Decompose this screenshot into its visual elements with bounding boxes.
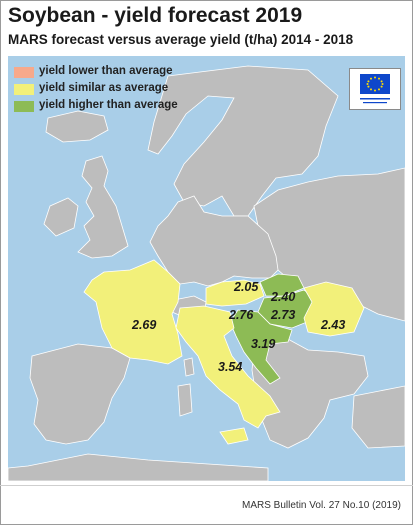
legend-swatch-higher (14, 101, 34, 112)
legend-label-lower: yield lower than average (39, 65, 173, 77)
region-croatia (229, 309, 293, 385)
region-romania (303, 281, 365, 337)
land-north-africa (8, 453, 269, 481)
land-ireland (43, 197, 79, 237)
footer-divider (0, 485, 413, 486)
land-great-britain (77, 155, 129, 259)
region-sicily (219, 427, 249, 445)
value-label-france: 2.69 (131, 318, 156, 332)
value-label-italy: 3.54 (218, 360, 242, 374)
map-subtitle: MARS forecast versus average yield (t/ha… (8, 32, 354, 47)
value-label-italy-north: 2.76 (228, 308, 254, 322)
value-label-hungary: 2.73 (270, 308, 295, 322)
land-iceland (45, 110, 109, 143)
value-labels: 2.69 2.05 2.40 2.73 2.43 2.76 3.19 3.54 (131, 280, 345, 374)
eu-flag-icon (360, 74, 390, 104)
region-france (83, 259, 183, 365)
value-label-croatia: 3.19 (251, 337, 275, 351)
europe-map (8, 56, 405, 481)
region-italy (175, 305, 281, 429)
legend-label-higher: yield higher than average (39, 99, 178, 111)
legend-label-similar: yield similar as average (39, 82, 169, 94)
legend-swatch-lower (14, 67, 34, 78)
value-label-romania: 2.43 (320, 318, 345, 332)
value-label-austria: 2.05 (233, 280, 259, 294)
legend-swatch-similar (14, 84, 34, 95)
map-title: Soybean - yield forecast 2019 (8, 4, 303, 27)
land-sardinia (177, 383, 193, 417)
land-central-europe (149, 195, 279, 287)
region-austria (205, 279, 265, 307)
european-commission-logo (349, 68, 401, 110)
value-label-slovakia: 2.40 (270, 290, 295, 304)
land-turkey (351, 385, 405, 449)
footer-citation: MARS Bulletin Vol. 27 No.10 (2019) (242, 500, 401, 511)
land-corsica (183, 357, 195, 377)
